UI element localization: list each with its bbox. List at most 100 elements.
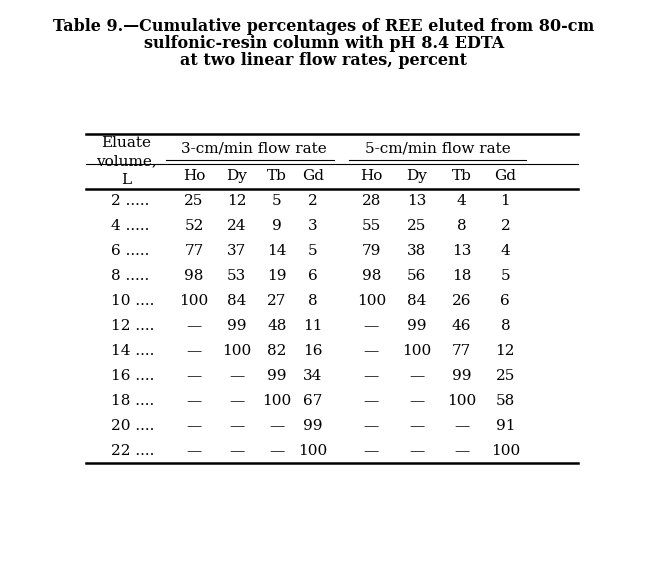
Text: 16 ....: 16 .... [111, 369, 154, 383]
Text: —: — [364, 369, 379, 383]
Text: 4: 4 [457, 194, 467, 208]
Text: sulfonic-resin column with pH 8.4 EDTA: sulfonic-resin column with pH 8.4 EDTA [144, 35, 504, 52]
Text: 53: 53 [227, 269, 246, 283]
Text: Table 9.—Cumulative percentages of REE eluted from 80-cm: Table 9.—Cumulative percentages of REE e… [53, 18, 595, 35]
Text: 56: 56 [407, 269, 426, 283]
Text: 100: 100 [262, 394, 292, 408]
Text: —: — [187, 344, 202, 358]
Text: 100: 100 [179, 294, 209, 308]
Text: 12: 12 [496, 344, 515, 358]
Text: —: — [364, 319, 379, 333]
Text: 84: 84 [227, 294, 246, 308]
Text: 13: 13 [407, 194, 426, 208]
Text: —: — [229, 444, 244, 458]
Text: 19: 19 [267, 269, 286, 283]
Text: 37: 37 [227, 244, 246, 258]
Text: 52: 52 [184, 219, 203, 233]
Text: 6: 6 [308, 269, 318, 283]
Text: 5: 5 [272, 194, 282, 208]
Text: —: — [409, 369, 424, 383]
Text: 8: 8 [457, 219, 467, 233]
Text: 58: 58 [496, 394, 515, 408]
Text: —: — [187, 394, 202, 408]
Text: 100: 100 [447, 394, 476, 408]
Text: 1: 1 [500, 194, 510, 208]
Text: Tb: Tb [267, 169, 287, 183]
Text: Dy: Dy [406, 169, 427, 183]
Text: Ho: Ho [183, 169, 205, 183]
Text: 25: 25 [496, 369, 515, 383]
Text: —: — [187, 369, 202, 383]
Text: 46: 46 [452, 319, 471, 333]
Text: Eluate
volume,
L: Eluate volume, L [96, 136, 157, 187]
Text: 38: 38 [407, 244, 426, 258]
Text: 3-cm/min flow rate: 3-cm/min flow rate [181, 141, 327, 156]
Text: 5-cm/min flow rate: 5-cm/min flow rate [365, 141, 511, 156]
Text: 2: 2 [308, 194, 318, 208]
Text: 6 .....: 6 ..... [111, 244, 150, 258]
Text: 3: 3 [308, 219, 318, 233]
Text: 77: 77 [452, 344, 471, 358]
Text: 25: 25 [407, 219, 426, 233]
Text: at two linear flow rates, percent: at two linear flow rates, percent [181, 52, 467, 69]
Text: 79: 79 [362, 244, 381, 258]
Text: —: — [364, 444, 379, 458]
Text: 11: 11 [303, 319, 323, 333]
Text: —: — [229, 419, 244, 433]
Text: 100: 100 [491, 444, 520, 458]
Text: 100: 100 [298, 444, 328, 458]
Text: —: — [454, 444, 469, 458]
Text: 9: 9 [272, 219, 282, 233]
Text: Tb: Tb [452, 169, 472, 183]
Text: —: — [364, 419, 379, 433]
Text: 28: 28 [362, 194, 381, 208]
Text: 100: 100 [222, 344, 251, 358]
Text: 4 .....: 4 ..... [111, 219, 150, 233]
Text: 26: 26 [452, 294, 471, 308]
Text: —: — [187, 319, 202, 333]
Text: 4: 4 [500, 244, 510, 258]
Text: Ho: Ho [360, 169, 382, 183]
Text: 67: 67 [303, 394, 323, 408]
Text: 77: 77 [185, 244, 203, 258]
Text: 13: 13 [452, 244, 471, 258]
Text: 22 ....: 22 .... [111, 444, 154, 458]
Text: 18 ....: 18 .... [111, 394, 154, 408]
Text: —: — [409, 394, 424, 408]
Text: —: — [364, 394, 379, 408]
Text: 99: 99 [303, 419, 323, 433]
Text: —: — [269, 419, 284, 433]
Text: —: — [409, 419, 424, 433]
Text: 99: 99 [407, 319, 426, 333]
Text: 2: 2 [500, 219, 510, 233]
Text: 98: 98 [362, 269, 381, 283]
Text: 14 ....: 14 .... [111, 344, 154, 358]
Text: 14: 14 [267, 244, 286, 258]
Text: 20 ....: 20 .... [111, 419, 154, 433]
Text: 98: 98 [184, 269, 203, 283]
Text: —: — [364, 344, 379, 358]
Text: 12 ....: 12 .... [111, 319, 154, 333]
Text: 100: 100 [402, 344, 431, 358]
Text: 6: 6 [500, 294, 510, 308]
Text: —: — [409, 444, 424, 458]
Text: 16: 16 [303, 344, 323, 358]
Text: Gd: Gd [302, 169, 324, 183]
Text: 99: 99 [267, 369, 286, 383]
Text: 5: 5 [500, 269, 510, 283]
Text: 8 .....: 8 ..... [111, 269, 150, 283]
Text: 10 ....: 10 .... [111, 294, 154, 308]
Text: 8: 8 [308, 294, 318, 308]
Text: Gd: Gd [494, 169, 516, 183]
Text: 18: 18 [452, 269, 471, 283]
Text: —: — [187, 444, 202, 458]
Text: —: — [229, 369, 244, 383]
Text: 24: 24 [227, 219, 246, 233]
Text: 2 .....: 2 ..... [111, 194, 150, 208]
Text: 8: 8 [500, 319, 510, 333]
Text: 48: 48 [267, 319, 286, 333]
Text: 99: 99 [452, 369, 471, 383]
Text: 25: 25 [184, 194, 203, 208]
Text: 34: 34 [303, 369, 323, 383]
Text: 12: 12 [227, 194, 246, 208]
